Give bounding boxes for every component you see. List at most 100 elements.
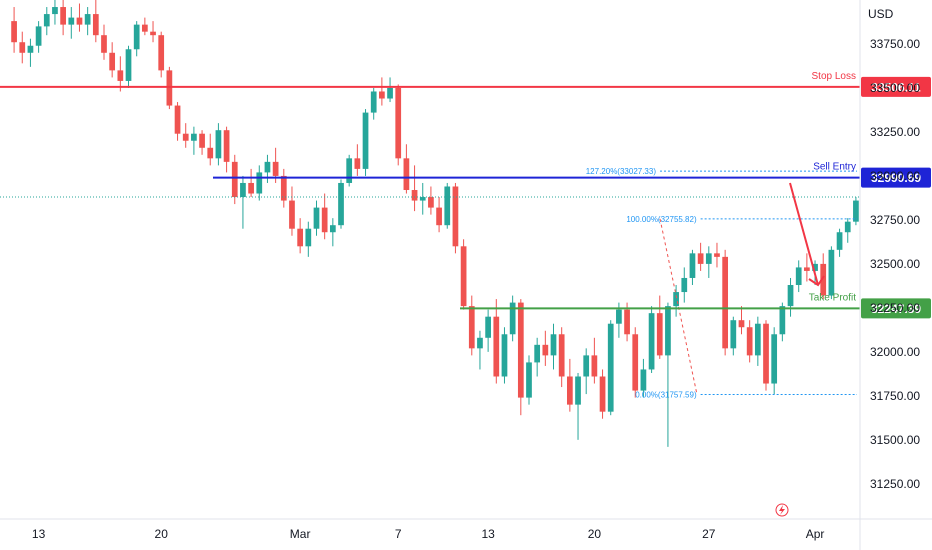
candle-body	[19, 42, 26, 53]
candle-body	[844, 221, 851, 233]
candle-body	[812, 263, 818, 271]
candle-body	[705, 253, 712, 264]
candle-body	[468, 306, 475, 349]
candle-body	[223, 130, 230, 162]
candle-body	[436, 207, 442, 226]
candle-body	[379, 91, 385, 99]
candle-body	[264, 161, 271, 173]
x-tick-label: Apr	[806, 527, 825, 541]
candle-body	[84, 14, 91, 25]
candle-body	[133, 24, 140, 50]
candle-body	[853, 200, 859, 222]
candle-body	[297, 228, 304, 247]
candle-body	[722, 256, 729, 349]
candle-body	[771, 334, 778, 384]
candle-body	[68, 17, 75, 25]
candle-body	[354, 158, 361, 169]
x-tick-label: 20	[588, 527, 602, 541]
levels-layer: Stop Loss 33506.11 Sell Entry 32990.69 Take …	[0, 71, 931, 319]
candle-body	[199, 133, 205, 148]
candle-body	[460, 246, 467, 307]
candle-body	[346, 158, 353, 183]
candle-body	[150, 31, 156, 36]
candle-body	[648, 313, 655, 370]
y-tick-label: 32000.00	[870, 345, 920, 359]
y-tick-label: 31500.00	[870, 433, 920, 447]
candle-body	[370, 91, 377, 113]
level-name: Sell Entry	[813, 162, 856, 173]
candle-body	[493, 316, 500, 377]
candle-body	[607, 323, 614, 412]
price-tag	[861, 298, 931, 319]
y-tick-label: 32250.00	[870, 301, 920, 315]
candle-body	[313, 207, 320, 229]
candle-body	[256, 172, 263, 194]
fibonacci-layer: 127.20%(33027.33) 100.00%(32755.82) 0.00%(…	[586, 167, 857, 400]
candle-body	[714, 253, 720, 257]
x-tick-label: 20	[155, 527, 169, 541]
candle-body	[92, 14, 99, 36]
candle-body	[795, 267, 802, 286]
candle-body	[52, 7, 58, 15]
candle-body	[207, 147, 214, 159]
candle-body	[477, 337, 483, 349]
candle-body	[583, 355, 590, 377]
x-tick-label: 27	[702, 527, 716, 541]
candle-body	[509, 302, 516, 335]
time-axis[interactable]: 13 20 Mar 7 13 20 27 Apr	[32, 527, 824, 541]
candle-body	[542, 344, 549, 356]
flash-icon[interactable]	[775, 503, 789, 517]
candle-body	[174, 105, 181, 134]
candle-body	[248, 182, 254, 194]
level-name: Take Profit	[809, 292, 856, 303]
candle-body	[338, 182, 344, 226]
x-tick-label: 7	[395, 527, 402, 541]
candle-body	[231, 161, 238, 198]
candle-body	[738, 320, 745, 328]
arrow-shaft	[789, 182, 819, 286]
price-axis[interactable]: USD 33750.00 33500.00 33250.00 33000.00 3275…	[868, 7, 920, 491]
candle-body	[141, 24, 148, 32]
candle-body	[517, 302, 524, 398]
candle-body	[746, 327, 753, 356]
candle-body	[305, 228, 312, 247]
candle-body	[272, 161, 279, 176]
candle-body	[419, 197, 426, 201]
x-tick-label: 13	[32, 527, 46, 541]
price-tag-label: 32247.39	[871, 302, 921, 316]
arrow-head	[808, 275, 825, 287]
candle-body	[362, 112, 369, 169]
fib-label: 127.20%(33027.33)	[586, 167, 657, 176]
candle-body	[109, 52, 116, 71]
fib-label: 100.00%(32755.82)	[626, 215, 697, 224]
candle-body	[166, 70, 173, 106]
candle-body	[101, 35, 107, 53]
candle-body	[428, 197, 434, 208]
candle-body	[787, 285, 794, 307]
candle-body	[387, 87, 393, 99]
candle-body	[820, 263, 827, 296]
candles-layer	[11, 0, 859, 447]
candle-body	[779, 306, 786, 335]
candle-body	[403, 158, 410, 191]
candle-body	[632, 334, 639, 391]
candle-body	[485, 316, 491, 338]
candle-body	[754, 323, 761, 356]
x-tick-label: Mar	[290, 527, 311, 541]
candle-body	[395, 87, 402, 159]
level-name: Stop Loss	[812, 71, 856, 82]
candle-body	[43, 14, 50, 27]
candle-body	[730, 320, 737, 349]
candle-body	[76, 17, 83, 25]
currency-label: USD	[868, 7, 894, 21]
candle-body	[35, 26, 42, 46]
candle-body	[215, 130, 222, 159]
candle-body	[550, 334, 557, 356]
candle-body	[591, 355, 598, 377]
price-tag-label: 32990.69	[871, 171, 921, 185]
y-tick-label: 33750.00	[870, 37, 920, 51]
price-tag	[861, 167, 931, 188]
candle-body	[640, 369, 647, 391]
candle-body	[117, 70, 124, 81]
